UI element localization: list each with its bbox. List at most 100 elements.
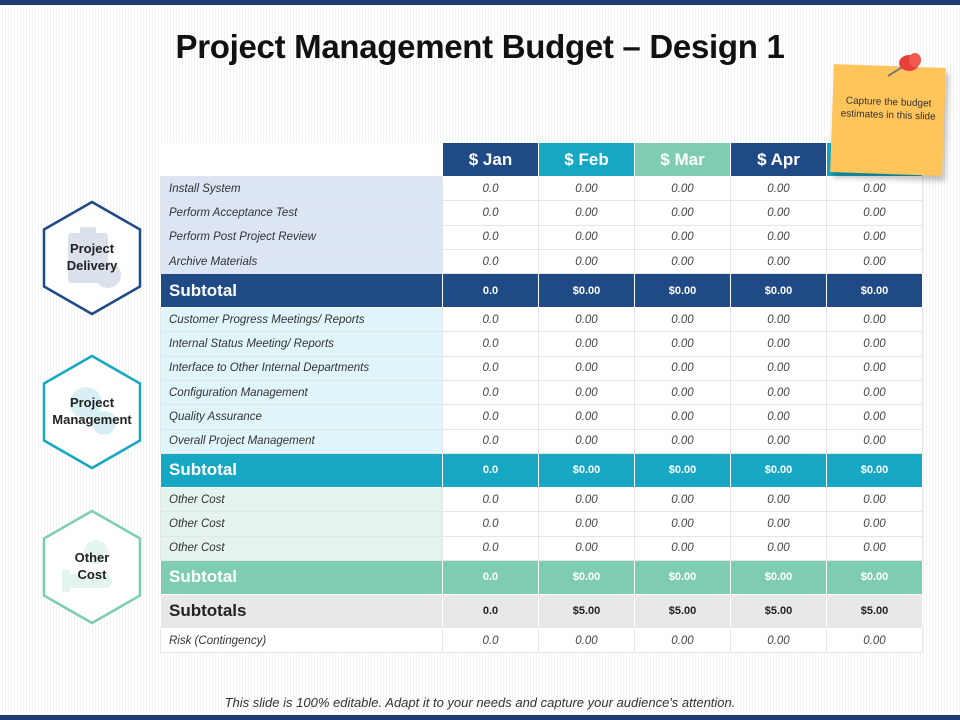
subtotals-row: Subtotals 0.0 $5.00 $5.00 $5.00 $5.00 [160,593,923,629]
subtotal-value-cell: $0.00 [826,452,923,488]
value-cell: 0.0 [442,404,539,430]
row-label: Internal Status Meeting/ Reports [160,331,443,357]
value-cell: 0.00 [538,627,635,654]
subtotal-value-cell: $0.00 [634,452,731,488]
value-cell: 0.00 [634,307,731,333]
value-cell: 0.00 [730,486,827,513]
value-cell: 0.0 [442,307,539,333]
value-cell: 0.00 [538,511,635,537]
subtotal-row-delivery: Subtotal 0.0 $0.00 $0.00 $0.00 $0.00 [160,273,923,309]
subtotal-value-cell: 0.0 [442,273,539,309]
value-cell: 0.00 [634,428,731,454]
value-cell: 0.00 [826,175,923,202]
subtotal-label: Subtotal [160,452,443,488]
subtotal-label: Subtotal [160,273,443,309]
value-cell: 0.00 [826,511,923,537]
subtotal-value-cell: $0.00 [538,273,635,309]
row-label: Perform Acceptance Test [160,200,443,226]
budget-table-body: $ Jan $ Feb $ Mar $ Apr Install System 0.… [160,142,923,654]
value-cell: 0.00 [538,404,635,430]
hexagon-outline [42,200,142,316]
header-jan: $ Jan [442,142,539,177]
table-row: Internal Status Meeting/ Reports 0.0 0.00 0… [160,331,923,357]
subtotal-value-cell: $0.00 [826,273,923,309]
value-cell: 0.0 [442,627,539,654]
value-cell: 0.00 [634,627,731,654]
value-cell: 0.00 [730,200,827,226]
value-cell: 0.00 [538,486,635,513]
row-label: Install System [160,175,443,202]
table-row: Configuration Management 0.0 0.00 0.00 0.00 0… [160,380,923,406]
pushpin-icon [887,53,921,77]
value-cell: 0.00 [826,307,923,333]
top-accent-bar [0,0,960,5]
subtotal-row-management: Subtotal 0.0 $0.00 $0.00 $0.00 $0.00 [160,452,923,488]
value-cell: 0.00 [826,200,923,226]
value-cell: 0.00 [634,248,731,275]
subtotal-value-cell: $5.00 [826,593,923,629]
row-label: Perform Post Project Review [160,224,443,250]
value-cell: 0.00 [730,511,827,537]
table-row: Other Cost 0.0 0.00 0.00 0.00 0.00 [160,486,923,513]
subtotal-value-cell: 0.0 [442,593,539,629]
gears-icon [70,387,116,435]
value-cell: 0.00 [730,380,827,406]
value-cell: 0.00 [826,486,923,513]
value-cell: 0.00 [634,331,731,357]
value-cell: 0.00 [730,307,827,333]
value-cell: 0.00 [826,380,923,406]
row-label: Quality Assurance [160,404,443,430]
subtotal-value-cell: $0.00 [730,452,827,488]
budget-table: $ Jan $ Feb $ Mar $ Apr Install System 0.… [160,142,923,654]
row-label: Other Cost [160,535,443,561]
value-cell: 0.00 [826,248,923,275]
value-cell: 0.00 [634,404,731,430]
value-cell: 0.00 [538,248,635,275]
value-cell: 0.00 [634,535,731,561]
value-cell: 0.00 [538,331,635,357]
value-cell: 0.0 [442,175,539,202]
value-cell: 0.00 [730,535,827,561]
subtotal-value-cell: $0.00 [730,273,827,309]
value-cell: 0.00 [730,248,827,275]
value-cell: 0.00 [730,404,827,430]
row-label: Risk (Contingency) [160,627,443,654]
value-cell: 0.00 [538,307,635,333]
value-cell: 0.0 [442,355,539,382]
subtotal-value-cell: $0.00 [826,559,923,595]
value-cell: 0.00 [730,355,827,382]
hexagon-label: Project Delivery [66,241,118,273]
value-cell: 0.00 [538,380,635,406]
subtotal-value-cell: $0.00 [538,452,635,488]
value-cell: 0.0 [442,224,539,250]
value-cell: 0.00 [730,224,827,250]
value-cell: 0.00 [538,355,635,382]
subtotal-row-other: Subtotal 0.0 $0.00 $0.00 $0.00 $0.00 [160,559,923,595]
value-cell: 0.00 [634,200,731,226]
bottom-accent-bar [0,715,960,720]
subtotal-value-cell: $5.00 [730,593,827,629]
value-cell: 0.00 [730,331,827,357]
value-cell: 0.00 [730,175,827,202]
value-cell: 0.00 [826,535,923,561]
subtotal-value-cell: 0.0 [442,452,539,488]
header-row: $ Jan $ Feb $ Mar $ Apr [160,142,923,177]
hexagon-project-delivery: Project Delivery [40,199,144,317]
row-label: Overall Project Management [160,428,443,454]
value-cell: 0.00 [826,404,923,430]
hexagon-project-management: Project Management [40,353,144,471]
header-apr: $ Apr [730,142,827,177]
value-cell: 0.00 [634,175,731,202]
table-row: Quality Assurance 0.0 0.00 0.00 0.00 0.00 [160,404,923,430]
value-cell: 0.0 [442,248,539,275]
hexagon-label: Project Management [52,395,132,427]
row-label: Interface to Other Internal Departments [160,355,443,382]
value-cell: 0.00 [730,428,827,454]
table-row: Customer Progress Meetings/ Reports 0.0 0.… [160,307,923,333]
header-mar: $ Mar [634,142,731,177]
value-cell: 0.00 [826,331,923,357]
value-cell: 0.00 [826,627,923,654]
hexagon-outline [42,354,142,470]
table-row: Overall Project Management 0.0 0.00 0.00 0.0… [160,428,923,454]
hexagon-other-cost: Other Cost [40,508,144,626]
